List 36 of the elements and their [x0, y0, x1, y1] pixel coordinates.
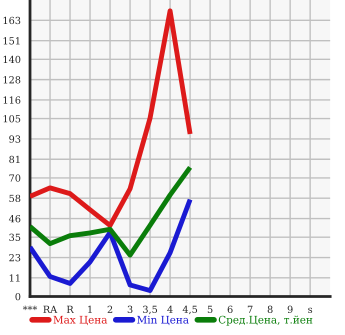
x-tick-label: s — [308, 308, 312, 314]
y-tick-label: 70 — [9, 174, 20, 182]
x-tick-label: 5 — [208, 306, 212, 314]
x-tick-label: 2 — [108, 306, 112, 313]
x-tick-label: 3,5 — [143, 306, 158, 314]
line-series — [30, 164, 193, 258]
x-tick-label: 1 — [88, 306, 92, 313]
x-tick-label: 4 — [167, 306, 173, 313]
y-tick-label: 81 — [9, 156, 20, 164]
y-tick-label: 116 — [4, 96, 20, 104]
y-tick-label: 105 — [4, 115, 20, 122]
y-tick-label: 163 — [4, 16, 20, 24]
y-tick-label: 58 — [9, 194, 20, 202]
y-tick-label: 35 — [9, 234, 20, 242]
y-tick-label: 46 — [8, 215, 20, 222]
legend-label: Max Цена — [53, 316, 108, 326]
x-tick-label: *** — [22, 306, 38, 310]
line-series — [30, 8, 193, 228]
x-tick-label: R — [66, 306, 74, 313]
y-tick-label: 151 — [4, 37, 20, 44]
y-tick-label: 11 — [10, 274, 20, 282]
x-tick-label: 3 — [128, 306, 132, 314]
x-tick-label: 9 — [288, 306, 293, 314]
x-tick-label: 7 — [248, 306, 253, 313]
y-tick-label: 23 — [9, 254, 20, 262]
y-tick-label: 0 — [15, 292, 20, 300]
y-tick-label: 93 — [9, 135, 20, 143]
line-series — [30, 197, 193, 293]
x-tick-label: RA — [43, 306, 58, 313]
y-tick-label: 128 — [4, 76, 20, 84]
x-tick-label: 4,5 — [182, 306, 198, 314]
x-tick-label: 8 — [268, 306, 273, 314]
legend-label: Min Цена — [137, 316, 189, 326]
y-tick-label: 140 — [4, 56, 20, 64]
x-tick-label: 6 — [228, 306, 233, 314]
legend-label: Сред.Цена, т.йен — [218, 316, 312, 326]
